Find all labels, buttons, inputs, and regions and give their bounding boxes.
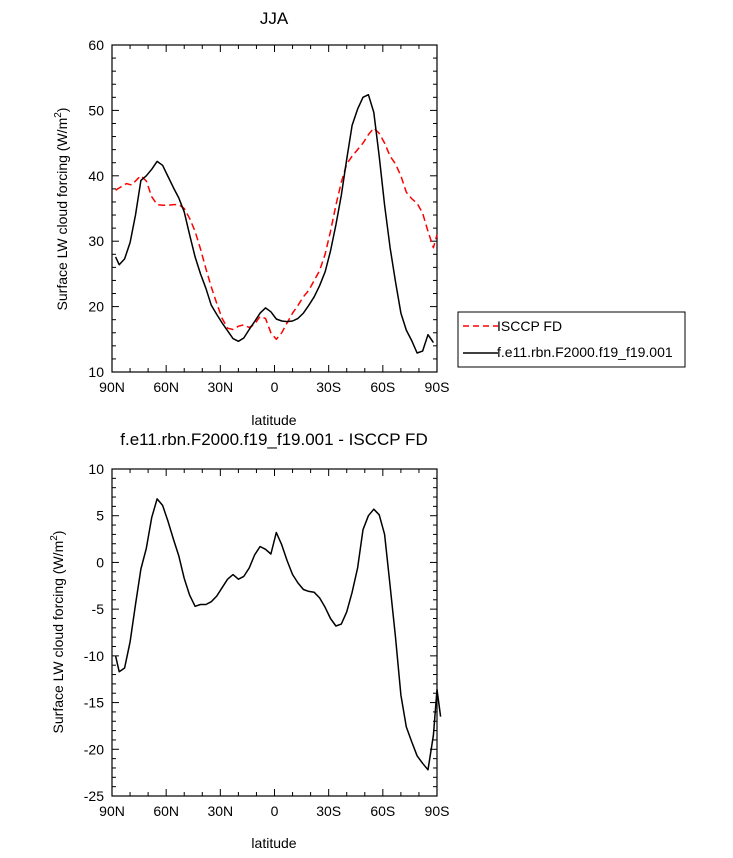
y-tick-label: 10 [88, 461, 104, 477]
y-tick-label: -10 [84, 648, 104, 664]
chart-1-y-axis-label: Surface LW cloud forcing (W/m2) [53, 108, 70, 311]
chart-1-title: JJA [260, 9, 289, 28]
y-tick-label: -25 [84, 788, 104, 804]
chart-1-frame [111, 44, 438, 373]
legend-item-model: f.e11.rbn.F2000.f19_f19.001 [463, 344, 673, 360]
x-tick-label: 90N [99, 803, 125, 819]
chart-2-title: f.e11.rbn.F2000.f19_f19.001 - ISCCP FD [120, 430, 427, 449]
y-tick-label: 60 [88, 37, 104, 53]
y-tick-label: 40 [88, 168, 104, 184]
legend-label-isccp: ISCCP FD [497, 318, 562, 334]
chart-1-legend: ISCCP FD f.e11.rbn.F2000.f19_f19.001 [457, 311, 686, 368]
x-tick-label: 30N [207, 379, 233, 395]
chart-1-series-line-isccp [115, 127, 438, 341]
x-tick-label: 90N [99, 379, 125, 395]
legend-label-model: f.e11.rbn.F2000.f19_f19.001 [497, 344, 673, 360]
x-tick-label: 60S [370, 803, 395, 819]
x-tick-label: 30S [316, 379, 341, 395]
x-tick-label: 90S [425, 803, 450, 819]
chart-1-x-axis-label: latitude [251, 412, 296, 428]
chart-2-series [114, 498, 442, 771]
x-tick-label: 0 [271, 803, 279, 819]
y-tick-label: 5 [96, 508, 104, 524]
y-tick-label: 50 [88, 102, 104, 118]
chart-2-y-axis-label: Surface LW cloud forcing (W/m2) [49, 531, 66, 734]
x-tick-label: 60N [153, 379, 179, 395]
x-tick-label: 30N [207, 803, 233, 819]
x-tick-label: 30S [316, 803, 341, 819]
chart-1-series-line-model [114, 93, 435, 354]
y-tick-label: 30 [88, 233, 104, 249]
chart-2-ticks: 90N 60N 30N 0 30S 60S 90S -25 -20 -15 -10 -5 0 5 10 [84, 461, 450, 819]
chart-panel-1: JJA 90N 60N 30N 0 30S 60S 90S 10 20 30 40 50 60 lati… [53, 9, 686, 428]
chart-1-series [114, 93, 438, 354]
legend-item-isccp: ISCCP FD [463, 318, 562, 334]
chart-panel-2: f.e11.rbn.F2000.f19_f19.001 - ISCCP FD 9… [49, 430, 449, 851]
chart-2-x-axis-label: latitude [251, 835, 296, 851]
x-tick-label: 60S [370, 379, 395, 395]
chart-1-ticks: 90N 60N 30N 0 30S 60S 90S 10 20 30 40 50 60 [88, 37, 449, 395]
y-tick-label: 10 [88, 364, 104, 380]
y-tick-label: -15 [84, 695, 104, 711]
chart-2-series-line-model [114, 498, 442, 771]
x-tick-label: 60N [153, 803, 179, 819]
y-tick-label: -20 [84, 741, 104, 757]
y-tick-label: -5 [92, 601, 105, 617]
legend-box [457, 311, 686, 368]
y-tick-label: 0 [96, 554, 104, 570]
chart-2-frame [111, 468, 438, 797]
x-tick-label: 90S [425, 379, 450, 395]
y-tick-label: 20 [88, 299, 104, 315]
x-tick-label: 0 [271, 379, 279, 395]
